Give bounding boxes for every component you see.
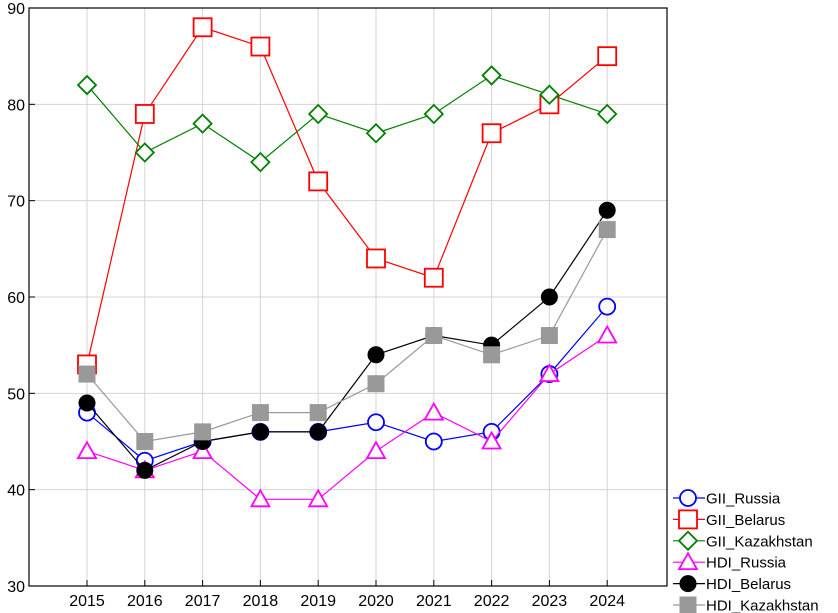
x-axis: 2015 2016 2017 2018 2019 2020 2021 2022 2023 2024 bbox=[69, 580, 625, 610]
series-line bbox=[86, 229, 608, 443]
series-GII_Belarus bbox=[77, 17, 618, 375]
data-point bbox=[540, 288, 558, 306]
legend-label: GII_Kazakhstan bbox=[706, 533, 813, 550]
data-point bbox=[134, 142, 156, 163]
x-tick-label: 2015 bbox=[69, 593, 105, 610]
data-point bbox=[136, 433, 154, 450]
data-point bbox=[76, 440, 98, 460]
data-point bbox=[483, 346, 501, 364]
data-point bbox=[538, 363, 560, 382]
series-group bbox=[76, 17, 618, 508]
x-tick-label: 2022 bbox=[474, 593, 510, 610]
data-point bbox=[596, 103, 618, 125]
data-point bbox=[481, 430, 503, 450]
data-point bbox=[597, 46, 618, 67]
data-point bbox=[598, 297, 617, 316]
series-HDI_Russia bbox=[76, 324, 618, 508]
data-point bbox=[76, 74, 98, 96]
data-point bbox=[251, 404, 269, 422]
legend-item: HDI_Russia bbox=[673, 551, 787, 572]
legend: GII_Russia GII_Belarus GII_Kazakhstan HDI_R… bbox=[673, 489, 819, 613]
y-tick-label: 40 bbox=[7, 483, 25, 500]
legend-item: GII_Russia bbox=[673, 489, 781, 508]
data-point bbox=[309, 404, 327, 422]
x-tick-label: 2017 bbox=[185, 593, 221, 610]
legend-item: HDI_Kazakhstan bbox=[673, 596, 819, 613]
data-point bbox=[424, 432, 443, 451]
data-point bbox=[250, 151, 271, 173]
legend-label: HDI_Belarus bbox=[706, 576, 791, 593]
data-point bbox=[251, 423, 269, 441]
data-point bbox=[365, 440, 387, 460]
data-point bbox=[309, 423, 327, 441]
legend-marker bbox=[679, 596, 697, 613]
data-point bbox=[307, 488, 329, 508]
data-point bbox=[367, 346, 385, 364]
data-point bbox=[598, 201, 616, 219]
y-tick-label: 70 bbox=[7, 194, 25, 211]
data-point bbox=[598, 221, 616, 239]
y-tick-label: 30 bbox=[7, 579, 25, 596]
legend-marker bbox=[679, 489, 697, 507]
series-line bbox=[86, 335, 608, 500]
data-point bbox=[136, 461, 154, 479]
series-line bbox=[86, 74, 608, 163]
x-tick-label: 2018 bbox=[243, 593, 279, 610]
grid-lines bbox=[29, 8, 667, 586]
legend-label: GII_Belarus bbox=[706, 512, 785, 529]
y-tick-label: 50 bbox=[7, 386, 25, 403]
data-point bbox=[192, 440, 214, 460]
legend-label: HDI_Kazakhstan bbox=[706, 598, 819, 613]
data-point bbox=[423, 267, 444, 288]
series-HDI_Kazakhstan bbox=[78, 221, 616, 450]
data-point bbox=[250, 36, 271, 57]
data-point bbox=[134, 104, 155, 124]
data-point bbox=[367, 413, 385, 432]
series-line bbox=[86, 26, 608, 365]
data-point bbox=[540, 327, 558, 345]
legend-item: GII_Belarus bbox=[673, 509, 785, 530]
data-point bbox=[249, 488, 271, 508]
legend-item: HDI_Belarus bbox=[673, 575, 791, 593]
y-axis: 30 40 50 60 70 80 90 bbox=[7, 1, 35, 596]
data-point bbox=[423, 401, 445, 421]
y-tick-label: 90 bbox=[7, 1, 25, 18]
x-tick-label: 2019 bbox=[300, 593, 336, 610]
data-point bbox=[423, 103, 445, 125]
data-point bbox=[78, 394, 96, 412]
data-point bbox=[365, 122, 387, 144]
legend-label: GII_Russia bbox=[706, 491, 781, 508]
data-point bbox=[539, 84, 560, 105]
series-GII_Russia bbox=[78, 297, 617, 470]
data-point bbox=[367, 375, 385, 393]
data-point bbox=[192, 17, 213, 38]
x-tick-label: 2021 bbox=[416, 593, 452, 610]
data-point bbox=[481, 123, 502, 144]
data-point bbox=[596, 324, 618, 344]
y-tick-label: 60 bbox=[7, 290, 25, 307]
x-tick-label: 2016 bbox=[127, 593, 163, 610]
series-line bbox=[86, 209, 608, 472]
series-GII_Kazakhstan bbox=[76, 65, 618, 173]
legend-marker bbox=[677, 530, 699, 552]
data-point bbox=[307, 103, 329, 125]
legend-marker bbox=[679, 575, 697, 593]
data-point bbox=[425, 327, 443, 345]
data-point bbox=[481, 65, 502, 86]
legend-marker bbox=[677, 551, 699, 571]
x-tick-label: 2023 bbox=[532, 593, 568, 610]
series-line bbox=[86, 306, 608, 462]
x-tick-label: 2020 bbox=[358, 593, 394, 610]
legend-item: GII_Kazakhstan bbox=[673, 530, 813, 552]
data-point bbox=[194, 423, 212, 441]
x-tick-label: 2024 bbox=[589, 593, 625, 610]
data-point bbox=[78, 365, 96, 383]
data-point bbox=[366, 248, 386, 269]
data-point bbox=[308, 171, 329, 192]
legend-marker bbox=[678, 509, 698, 530]
legend-label: HDI_Russia bbox=[706, 555, 787, 572]
data-point bbox=[192, 113, 213, 134]
y-tick-label: 80 bbox=[7, 97, 25, 114]
